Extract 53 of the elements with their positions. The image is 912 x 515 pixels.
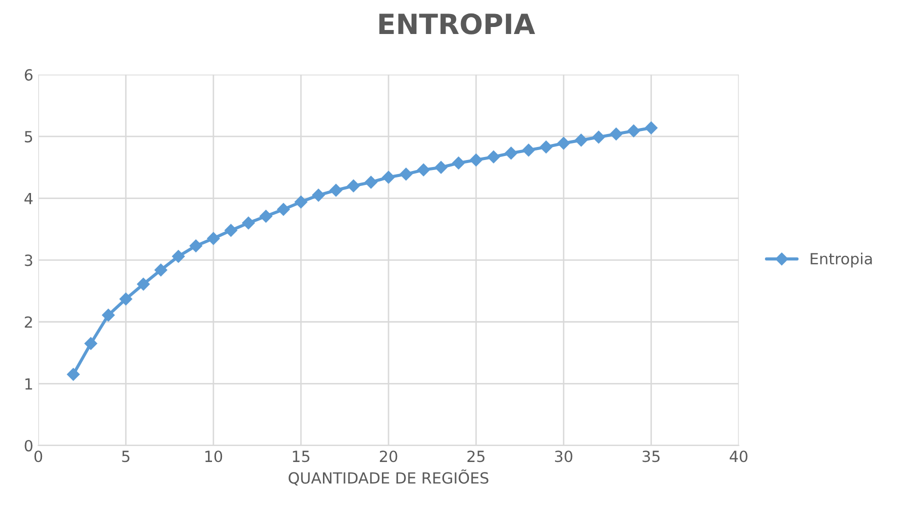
y-tick-label: 6 xyxy=(24,69,32,81)
y-tick-label: 0 xyxy=(24,440,32,452)
point xyxy=(189,239,202,252)
point xyxy=(102,308,115,322)
point xyxy=(522,144,536,156)
point xyxy=(330,184,342,197)
point xyxy=(364,176,378,189)
point xyxy=(206,232,220,245)
point xyxy=(172,250,185,263)
legend-label: Entropia xyxy=(810,252,872,268)
point xyxy=(347,180,360,192)
point xyxy=(294,196,308,208)
y-tick-label: 1 xyxy=(25,378,32,390)
x-tick-label: 40 xyxy=(730,450,748,462)
point xyxy=(470,154,482,166)
x-axis-title: QUANTIDADE DE REGIÕES xyxy=(288,469,488,486)
point xyxy=(644,121,658,134)
chart-title: ENTROPIA xyxy=(379,13,536,34)
point xyxy=(487,150,500,164)
point xyxy=(504,146,518,160)
y-tick-label: 2 xyxy=(24,316,32,328)
point xyxy=(312,188,325,202)
x-tick-label: 35 xyxy=(642,450,660,462)
point xyxy=(224,224,238,237)
point xyxy=(242,216,255,230)
point xyxy=(610,128,623,140)
point xyxy=(400,168,412,181)
point xyxy=(434,160,448,174)
point xyxy=(66,368,80,381)
y-tick-label: 5 xyxy=(24,131,32,142)
y-tick-label: 4 xyxy=(24,192,33,204)
point xyxy=(382,170,395,184)
point xyxy=(154,264,168,276)
point xyxy=(452,156,465,170)
y-tick-label: 3 xyxy=(24,254,32,266)
x-tick-label: 5 xyxy=(122,450,130,462)
point xyxy=(592,130,606,144)
x-tick-label: 30 xyxy=(555,450,572,462)
x-tick-label: 20 xyxy=(380,450,398,462)
point xyxy=(574,134,588,147)
point xyxy=(136,278,150,291)
point xyxy=(260,210,272,223)
point xyxy=(119,292,132,306)
point xyxy=(627,124,640,138)
x-tick-label: 25 xyxy=(467,450,484,462)
x-tick-label: 10 xyxy=(205,450,222,462)
point xyxy=(540,140,553,154)
x-tick-label: 15 xyxy=(292,450,310,462)
point xyxy=(84,337,98,350)
point xyxy=(417,163,430,176)
x-tick-label: 0 xyxy=(34,450,42,462)
point xyxy=(557,136,570,150)
point xyxy=(277,202,290,216)
